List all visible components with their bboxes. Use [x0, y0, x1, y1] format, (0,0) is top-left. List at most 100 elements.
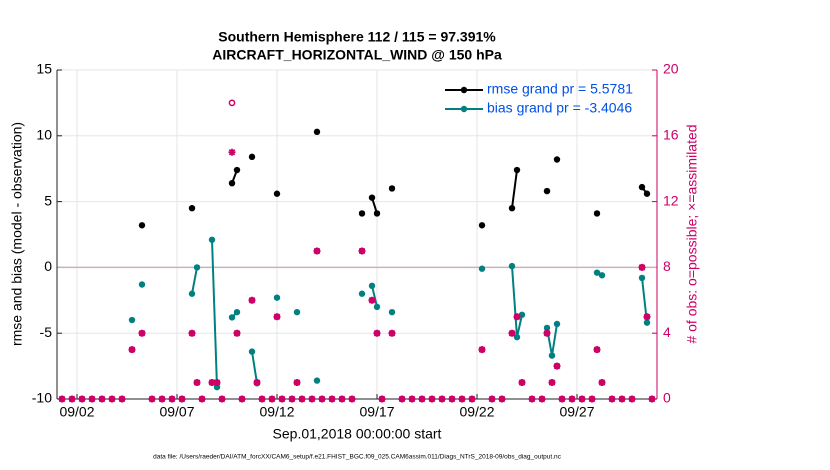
x-tick-label: 09/22 — [459, 404, 494, 420]
point — [373, 210, 381, 217]
point — [358, 290, 366, 297]
y-tick-label: -5 — [40, 324, 53, 340]
obs-assimilated — [58, 395, 66, 403]
legend-marker — [460, 86, 468, 94]
obs-assimilated — [213, 379, 221, 387]
obs-assimilated — [168, 395, 176, 403]
point — [248, 348, 256, 355]
obs-possible — [228, 99, 236, 107]
point — [643, 319, 651, 326]
point — [643, 190, 651, 197]
obs-assimilated — [488, 395, 496, 403]
obs-assimilated — [648, 395, 656, 403]
obs-assimilated — [368, 296, 376, 304]
obs-assimilated — [68, 395, 76, 403]
point — [293, 308, 301, 316]
point — [388, 185, 396, 192]
obs-assimilated — [238, 395, 246, 403]
obs-assimilated — [598, 379, 606, 387]
point — [188, 204, 196, 212]
point — [213, 383, 221, 391]
y2-axis-label: # of obs: o=possible; ×=assimilated — [684, 124, 700, 343]
obs-assimilated — [188, 329, 196, 337]
obs-assimilated — [628, 395, 636, 403]
obs-assimilated — [568, 395, 576, 403]
x-axis-label: Sep.01,2018 00:00:00 start — [273, 426, 442, 442]
point — [313, 377, 321, 384]
point — [208, 236, 216, 243]
obs-assimilated — [273, 313, 281, 321]
point — [138, 222, 146, 229]
obs-assimilated — [538, 395, 546, 403]
point — [593, 269, 601, 276]
point — [553, 156, 561, 163]
point — [358, 210, 366, 217]
obs-assimilated — [348, 395, 356, 403]
x-tick-label: 09/12 — [259, 404, 294, 420]
obs-assimilated — [228, 148, 236, 156]
obs-assimilated — [308, 395, 316, 403]
point — [228, 179, 236, 187]
point — [543, 187, 551, 195]
point — [188, 290, 196, 297]
y-tick-label: 5 — [44, 192, 52, 208]
obs-assimilated — [498, 395, 506, 403]
point — [193, 264, 201, 271]
point — [508, 262, 516, 270]
point — [598, 272, 606, 279]
point — [478, 222, 486, 229]
point — [388, 308, 396, 316]
y-axis-label: rmse and bias (model - observation) — [9, 122, 25, 346]
x-tick-label: 09/07 — [159, 404, 194, 420]
point — [638, 274, 646, 282]
obs-assimilated — [318, 395, 326, 403]
legend-label: rmse grand pr = 5.5781 — [487, 81, 633, 97]
obs-assimilated — [328, 395, 336, 403]
obs-assimilated — [233, 329, 241, 337]
y-tick-label: 0 — [44, 258, 52, 274]
obs-assimilated — [313, 247, 321, 255]
obs-assimilated — [158, 395, 166, 403]
obs-assimilated — [553, 362, 561, 370]
point — [273, 294, 281, 301]
x-tick-label: 09/17 — [359, 404, 394, 420]
obs-assimilated — [208, 379, 216, 387]
obs-assimilated — [293, 379, 301, 387]
obs-assimilated — [558, 395, 566, 403]
point — [248, 153, 256, 161]
obs-assimilated — [448, 395, 456, 403]
obs-assimilated — [278, 395, 286, 403]
y2-tick-label: 4 — [663, 324, 671, 340]
obs-assimilated — [253, 379, 261, 387]
chart-subtitle: AIRCRAFT_HORIZONTAL_WIND @ 150 hPa — [212, 47, 502, 63]
obs-assimilated — [458, 395, 466, 403]
obs-assimilated — [148, 395, 156, 403]
obs-assimilated — [88, 395, 96, 403]
y-tick-label: -10 — [32, 390, 52, 406]
point — [128, 316, 136, 324]
point — [513, 166, 521, 174]
obs-assimilated — [193, 379, 201, 387]
obs-assimilated — [338, 395, 346, 403]
obs-assimilated — [373, 329, 381, 337]
obs-assimilated — [268, 395, 276, 403]
y2-tick-label: 0 — [663, 390, 671, 406]
point — [273, 190, 281, 197]
point — [368, 194, 376, 201]
obs-assimilated — [608, 395, 616, 403]
point — [313, 128, 321, 136]
obs-assimilated — [128, 346, 136, 354]
point — [233, 308, 241, 316]
point — [508, 204, 516, 212]
obs-assimilated — [418, 395, 426, 403]
obs-assimilated — [543, 329, 551, 337]
point — [513, 333, 521, 341]
point — [228, 314, 236, 321]
obs-assimilated — [468, 395, 476, 403]
obs-assimilated — [298, 395, 306, 403]
point — [593, 210, 601, 217]
series-line — [231, 169, 648, 214]
obs-assimilated — [593, 346, 601, 354]
obs-assimilated — [178, 395, 186, 403]
